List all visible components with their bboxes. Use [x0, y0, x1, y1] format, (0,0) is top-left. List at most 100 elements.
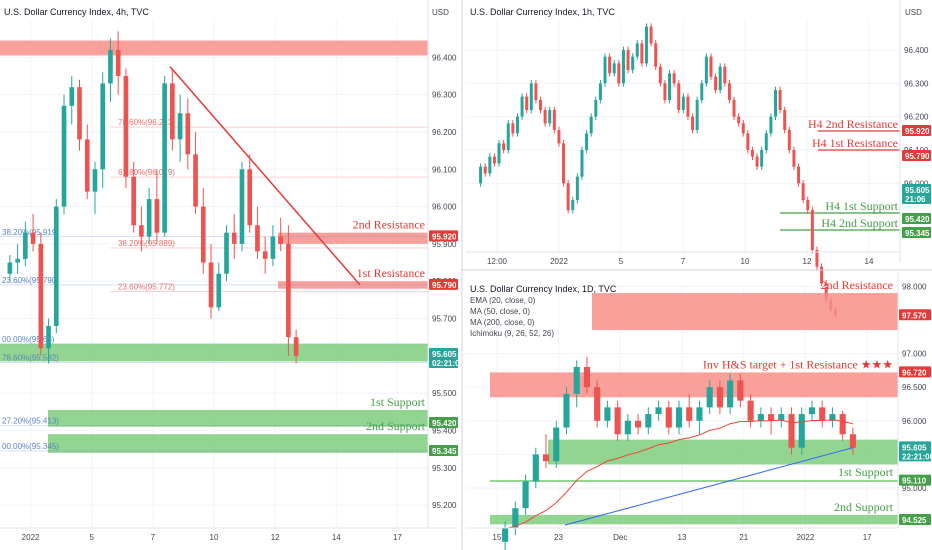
candle-body — [750, 150, 754, 157]
p2-time-axis: 12:00 2022 5 7 10 12 14 — [487, 257, 874, 266]
candle-body — [193, 154, 198, 207]
candle-body — [170, 83, 175, 140]
level-label: H4 2nd Resistance — [808, 117, 898, 131]
candle-body — [631, 56, 635, 70]
level-label: H4 1st Support — [825, 199, 898, 213]
candle-body — [706, 387, 713, 408]
candle-body — [115, 49, 121, 76]
candle-body — [529, 83, 533, 110]
candle-body — [716, 387, 723, 408]
x-tick-label: Dec — [613, 533, 627, 542]
candle-body — [293, 337, 299, 356]
y-tick-label: 96.000 — [902, 417, 927, 426]
price-tag-bg — [429, 230, 458, 242]
candle-body — [672, 73, 676, 84]
fib-label: 61.80%(96.079) — [118, 168, 175, 177]
zone-label: 1st Resistance — [357, 266, 425, 280]
candle-body — [675, 407, 683, 428]
candle-body — [557, 130, 561, 144]
candle-body — [38, 243, 44, 349]
candle-body — [635, 420, 642, 428]
candle-body — [216, 273, 222, 308]
price-tag: 95.605 — [902, 443, 927, 452]
candle-body — [773, 90, 777, 117]
x-tick-label: 17 — [393, 533, 402, 542]
price-tag-bg — [899, 441, 931, 462]
candle-body — [709, 56, 713, 77]
candle-body — [755, 156, 759, 167]
y-tick-label: 96.300 — [904, 79, 929, 88]
candle-body — [542, 454, 550, 462]
candle-body — [539, 100, 543, 110]
candle-body — [820, 266, 824, 284]
candle-body — [255, 225, 260, 252]
price-tag: 96.720 — [902, 368, 927, 377]
p3-ma200-line — [564, 447, 854, 526]
candle-body — [649, 26, 653, 44]
candle-body — [824, 283, 828, 300]
p1-trendline — [169, 66, 361, 286]
candle-body — [798, 414, 805, 448]
p2-levels: H4 2nd Resistance H4 1st Resistance H4 1st… — [780, 117, 900, 231]
candle-body — [502, 143, 506, 150]
zone — [0, 40, 428, 56]
candle-body — [239, 169, 245, 244]
candle-body — [548, 110, 552, 124]
zone-label: 2nd Support — [834, 500, 894, 514]
zone — [48, 409, 428, 427]
candle-body — [552, 110, 556, 130]
panel-4h: 78.60%(96.213) 61.80%(96.079) 38.20%(95.88… — [0, 0, 465, 550]
candle-body — [84, 139, 90, 192]
candle-body — [177, 113, 183, 140]
fib-label: 23.60%(95.790) — [2, 276, 59, 285]
candle-body — [767, 414, 775, 421]
y-tick-label: 96.200 — [904, 113, 929, 122]
candle-body — [92, 169, 98, 192]
candle-body — [737, 116, 741, 124]
candle-body — [270, 236, 276, 259]
candle-body — [77, 87, 82, 140]
p1-time-axis: 2022 5 7 10 12 14 17 — [22, 533, 403, 542]
candle-body — [746, 133, 750, 150]
zone — [592, 293, 898, 331]
price-tag-bg — [429, 444, 458, 456]
candle-body — [502, 528, 509, 542]
p1-title: U.S. Dollar Currency Index, 4h, TVC — [4, 7, 149, 17]
zone — [490, 479, 898, 482]
candle-body — [665, 407, 672, 428]
candle-body — [626, 50, 630, 70]
candle-body — [488, 156, 492, 174]
candle-body — [691, 116, 695, 130]
y-tick-label: 96.400 — [904, 46, 929, 55]
price-tag-bg — [899, 309, 931, 321]
candle-body — [534, 83, 538, 100]
y-tick-label: 96.000 — [432, 203, 457, 212]
indicator-label: EMA (20, close, 0) — [470, 296, 536, 305]
candle-body — [231, 232, 237, 244]
candle-body — [644, 26, 648, 64]
p3-ema-line — [505, 419, 854, 529]
candle-body — [262, 251, 268, 259]
price-tag-bg — [902, 213, 931, 224]
candle-body — [783, 110, 787, 130]
candle-body — [603, 56, 607, 84]
candle-body — [108, 49, 113, 84]
candle-body — [589, 116, 593, 134]
candle-body — [594, 100, 598, 117]
candle-body — [247, 169, 253, 226]
candle-body — [61, 105, 67, 207]
candle-body — [571, 200, 575, 210]
price-tag-bg — [899, 513, 931, 525]
candle-body — [737, 380, 744, 401]
price-tag-bg — [902, 125, 931, 136]
level-label: H4 1st Resistance — [812, 136, 898, 150]
candle-body — [681, 96, 685, 110]
p1-currency: USD — [432, 8, 449, 17]
price-tag: 95.920 — [432, 232, 457, 241]
candle-body — [621, 50, 625, 84]
panel-1d: 2nd Resistance Inv H&S target + 1st Resis… — [466, 272, 932, 550]
zone — [490, 514, 898, 525]
candle-body — [839, 414, 846, 435]
y-tick-label: 96.500 — [902, 383, 927, 392]
candle-body — [532, 454, 539, 482]
